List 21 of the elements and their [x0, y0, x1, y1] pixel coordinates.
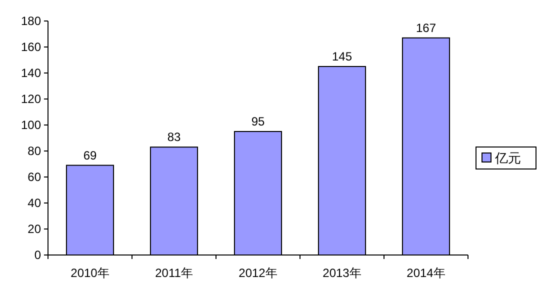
- x-tick-label: 2014年: [406, 266, 446, 280]
- y-tick-label: 60: [28, 170, 42, 184]
- y-tick-label: 120: [20, 92, 42, 106]
- y-tick-label: 80: [28, 144, 42, 158]
- y-tick-label: 20: [28, 222, 42, 236]
- y-tick-label: 40: [28, 196, 42, 210]
- data-label: 69: [83, 148, 97, 162]
- y-tick-label: 180: [20, 14, 42, 28]
- data-label: 145: [332, 50, 352, 64]
- y-tick-label: 0: [34, 248, 42, 262]
- data-label: 83: [167, 130, 181, 144]
- y-tick-label: 140: [20, 66, 42, 80]
- x-tick-label: 2010年: [70, 266, 110, 280]
- x-tick-label: 2012年: [238, 266, 278, 280]
- y-tick-label: 100: [20, 118, 42, 132]
- y-tick-label: 160: [20, 40, 42, 54]
- x-tick-label: 2013年: [322, 266, 362, 280]
- data-label: 167: [416, 20, 436, 35]
- x-tick-label: 2011年: [155, 266, 193, 280]
- legend-label: 亿元: [494, 150, 521, 166]
- data-label: 95: [251, 114, 265, 128]
